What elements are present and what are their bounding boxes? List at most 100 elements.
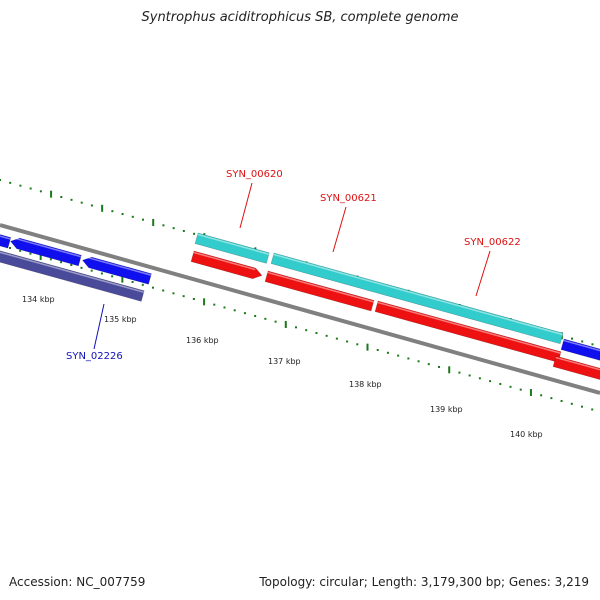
minor-tick-dot — [192, 297, 195, 300]
minor-tick-dot — [19, 249, 22, 252]
minor-tick-dot — [131, 215, 134, 218]
minor-tick-dot — [111, 275, 114, 278]
tick-label: 136 kbp — [186, 336, 219, 345]
minor-tick-dot — [70, 198, 73, 201]
gene-blue-left-2 — [10, 236, 82, 267]
minor-tick-dot — [121, 212, 124, 215]
gene-blue-left-1 — [0, 229, 12, 249]
accession-label: Accession: NC_007759 — [9, 575, 146, 589]
gene-red-right — [552, 355, 600, 384]
gene-syn-02226 — [0, 247, 145, 302]
gene-leader-line — [332, 206, 347, 253]
minor-tick-dot — [100, 272, 103, 275]
minor-tick-dot — [152, 286, 155, 289]
tick-label: 138 kbp — [349, 380, 382, 389]
minor-tick-dot — [550, 397, 553, 400]
minor-tick-dot — [182, 229, 185, 232]
gene-label-syn-02226[interactable]: SYN_02226 — [66, 351, 123, 362]
gene-blue-left-3 — [82, 255, 152, 285]
minor-tick-dot — [162, 224, 165, 227]
minor-tick-dot — [29, 252, 32, 255]
minor-tick-dot — [9, 181, 12, 184]
minor-tick-dot — [213, 303, 216, 306]
minor-tick-dot — [417, 360, 420, 363]
minor-tick-dot — [254, 314, 257, 317]
tick-label: 135 kbp — [104, 315, 137, 324]
minor-tick-dot — [274, 320, 277, 323]
minor-tick-dot — [325, 334, 328, 337]
gene-labels: SYN_00620 SYN_00621 SYN_00622 SYN_02226 — [66, 169, 521, 362]
minor-tick-dot — [39, 190, 42, 193]
map-title: Syntrophus aciditrophicus SB, complete g… — [141, 10, 459, 25]
minor-tick-dot — [346, 340, 349, 343]
minor-tick-dot — [519, 388, 522, 391]
minor-tick-dot — [49, 258, 52, 261]
minor-tick-dot — [591, 408, 594, 411]
minor-tick-dot — [581, 340, 584, 343]
gene-red-1 — [190, 250, 263, 280]
minor-tick-dot — [223, 306, 226, 309]
minor-tick-dot — [60, 261, 63, 264]
tick-label: 137 kbp — [268, 357, 301, 366]
gene-blue-right — [560, 338, 600, 367]
minor-tick-dot — [570, 402, 573, 405]
minor-tick-dot — [141, 283, 144, 286]
gene-syn-00620 — [194, 232, 270, 264]
minor-tick-dot — [591, 343, 594, 346]
minor-tick-dot — [243, 312, 246, 315]
minor-tick-dot — [172, 227, 175, 230]
minor-tick-dot — [80, 201, 83, 204]
minor-tick-dot — [581, 405, 584, 408]
gene-leader-line — [93, 303, 105, 350]
minor-tick-dot — [264, 317, 267, 320]
minor-tick-dot — [162, 289, 165, 292]
minor-tick-dot — [172, 292, 175, 295]
genome-summary: Topology: circular; Length: 3,179,300 bp… — [259, 575, 589, 589]
minor-tick-dot — [90, 269, 93, 272]
gene-leader-line — [475, 250, 491, 297]
minor-tick-dot — [111, 210, 114, 213]
minor-tick-dot — [335, 337, 338, 340]
minor-tick-dot — [19, 184, 22, 187]
minor-tick-dot — [427, 363, 430, 366]
minor-tick-dot — [468, 374, 471, 377]
gene-label-syn-00621[interactable]: SYN_00621 — [320, 193, 377, 204]
minor-tick-dot — [29, 187, 32, 190]
minor-tick-dots — [0, 179, 594, 411]
minor-tick-dot — [560, 399, 563, 402]
minor-tick-dot — [315, 331, 318, 334]
minor-tick-dot — [131, 280, 134, 283]
minor-tick-dot — [70, 263, 73, 266]
minor-tick-dot — [397, 354, 400, 357]
minor-tick-dot — [438, 365, 441, 368]
minor-tick-dot — [305, 329, 308, 332]
minor-tick-dot — [295, 326, 298, 329]
tick-label: 139 kbp — [430, 405, 463, 414]
minor-tick-dot — [60, 195, 63, 198]
gene-label-syn-00620[interactable]: SYN_00620 — [226, 169, 283, 180]
minor-tick-dot — [90, 204, 93, 207]
minor-tick-dot — [407, 357, 410, 360]
minor-tick-dot — [80, 266, 83, 269]
minor-tick-dot — [142, 218, 145, 221]
minor-tick-dot — [489, 380, 492, 383]
minor-tick-dot — [458, 371, 461, 374]
tick-labels: 134 kbp 135 kbp 136 kbp 137 kbp 138 kbp 139 k… — [22, 295, 543, 439]
minor-tick-dot — [571, 337, 574, 340]
minor-tick-dot — [9, 247, 11, 249]
gene-label-syn-00622[interactable]: SYN_00622 — [464, 237, 521, 248]
tick-label: 134 kbp — [22, 295, 55, 304]
gene-features — [0, 229, 600, 384]
gene-syn-00621-00622 — [270, 252, 564, 345]
minor-tick-dot — [376, 348, 379, 351]
tick-label: 140 kbp — [510, 430, 543, 439]
minor-tick-dot — [182, 295, 185, 298]
minor-tick-dot — [540, 394, 543, 397]
minor-tick-dot — [356, 343, 359, 346]
minor-tick-dot — [0, 179, 1, 181]
minor-tick-dot — [193, 232, 196, 235]
minor-tick-dot — [499, 382, 502, 385]
minor-tick-dot — [478, 377, 481, 380]
minor-tick-dot — [509, 385, 512, 388]
